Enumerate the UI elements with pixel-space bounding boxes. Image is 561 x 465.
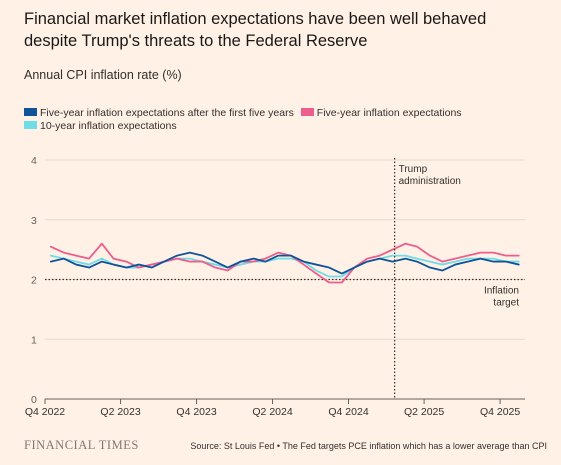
chart-title: Financial market inflation expectations … [24,10,487,50]
x-tick-label: Q2 2024 [252,406,292,418]
legend-item-five-five: Five-year inflation expectations after t… [24,107,294,120]
legend: Five-year inflation expectations after t… [24,107,544,133]
legend-swatch-five-five [24,108,37,116]
inflation-target-label: Inflation target [484,286,519,309]
x-tick-label: Q4 2022 [25,406,65,418]
x-tick-label: Q2 2025 [404,406,444,418]
y-tick-label: 2 [31,275,37,287]
source-note: Source: St Louis Fed • The Fed targets P… [190,441,547,451]
x-tick-label: Q2 2023 [100,406,140,418]
y-tick-label: 0 [31,394,37,406]
series-line-0 [49,251,520,275]
legend-item-ten-year: 10-year inflation expectations [24,120,177,133]
x-tick-label: Q4 2023 [176,406,216,418]
x-tick-label: Q4 2025 [480,406,520,418]
legend-item-five-year: Five-year inflation expectations [300,107,462,120]
x-tick-label: Q4 2024 [328,406,368,418]
legend-swatch-ten-year [24,121,37,129]
y-tick-label: 1 [31,334,37,346]
legend-swatch-five-year [300,108,314,116]
y-tick-label: 3 [31,215,37,227]
legend-label-ten-year: 10-year inflation expectations [40,120,177,132]
legend-label-five-five: Five-year inflation expectations after t… [40,107,294,119]
trump-annotation-label: Trump administration [399,164,461,187]
legend-label-five-year: Five-year inflation expectations [316,107,462,119]
series-line-1 [49,242,520,284]
y-tick-label: 4 [31,155,37,167]
ft-logo: FINANCIAL TIMES [24,438,139,452]
chart-subtitle: Annual CPI inflation rate (%) [24,68,182,82]
